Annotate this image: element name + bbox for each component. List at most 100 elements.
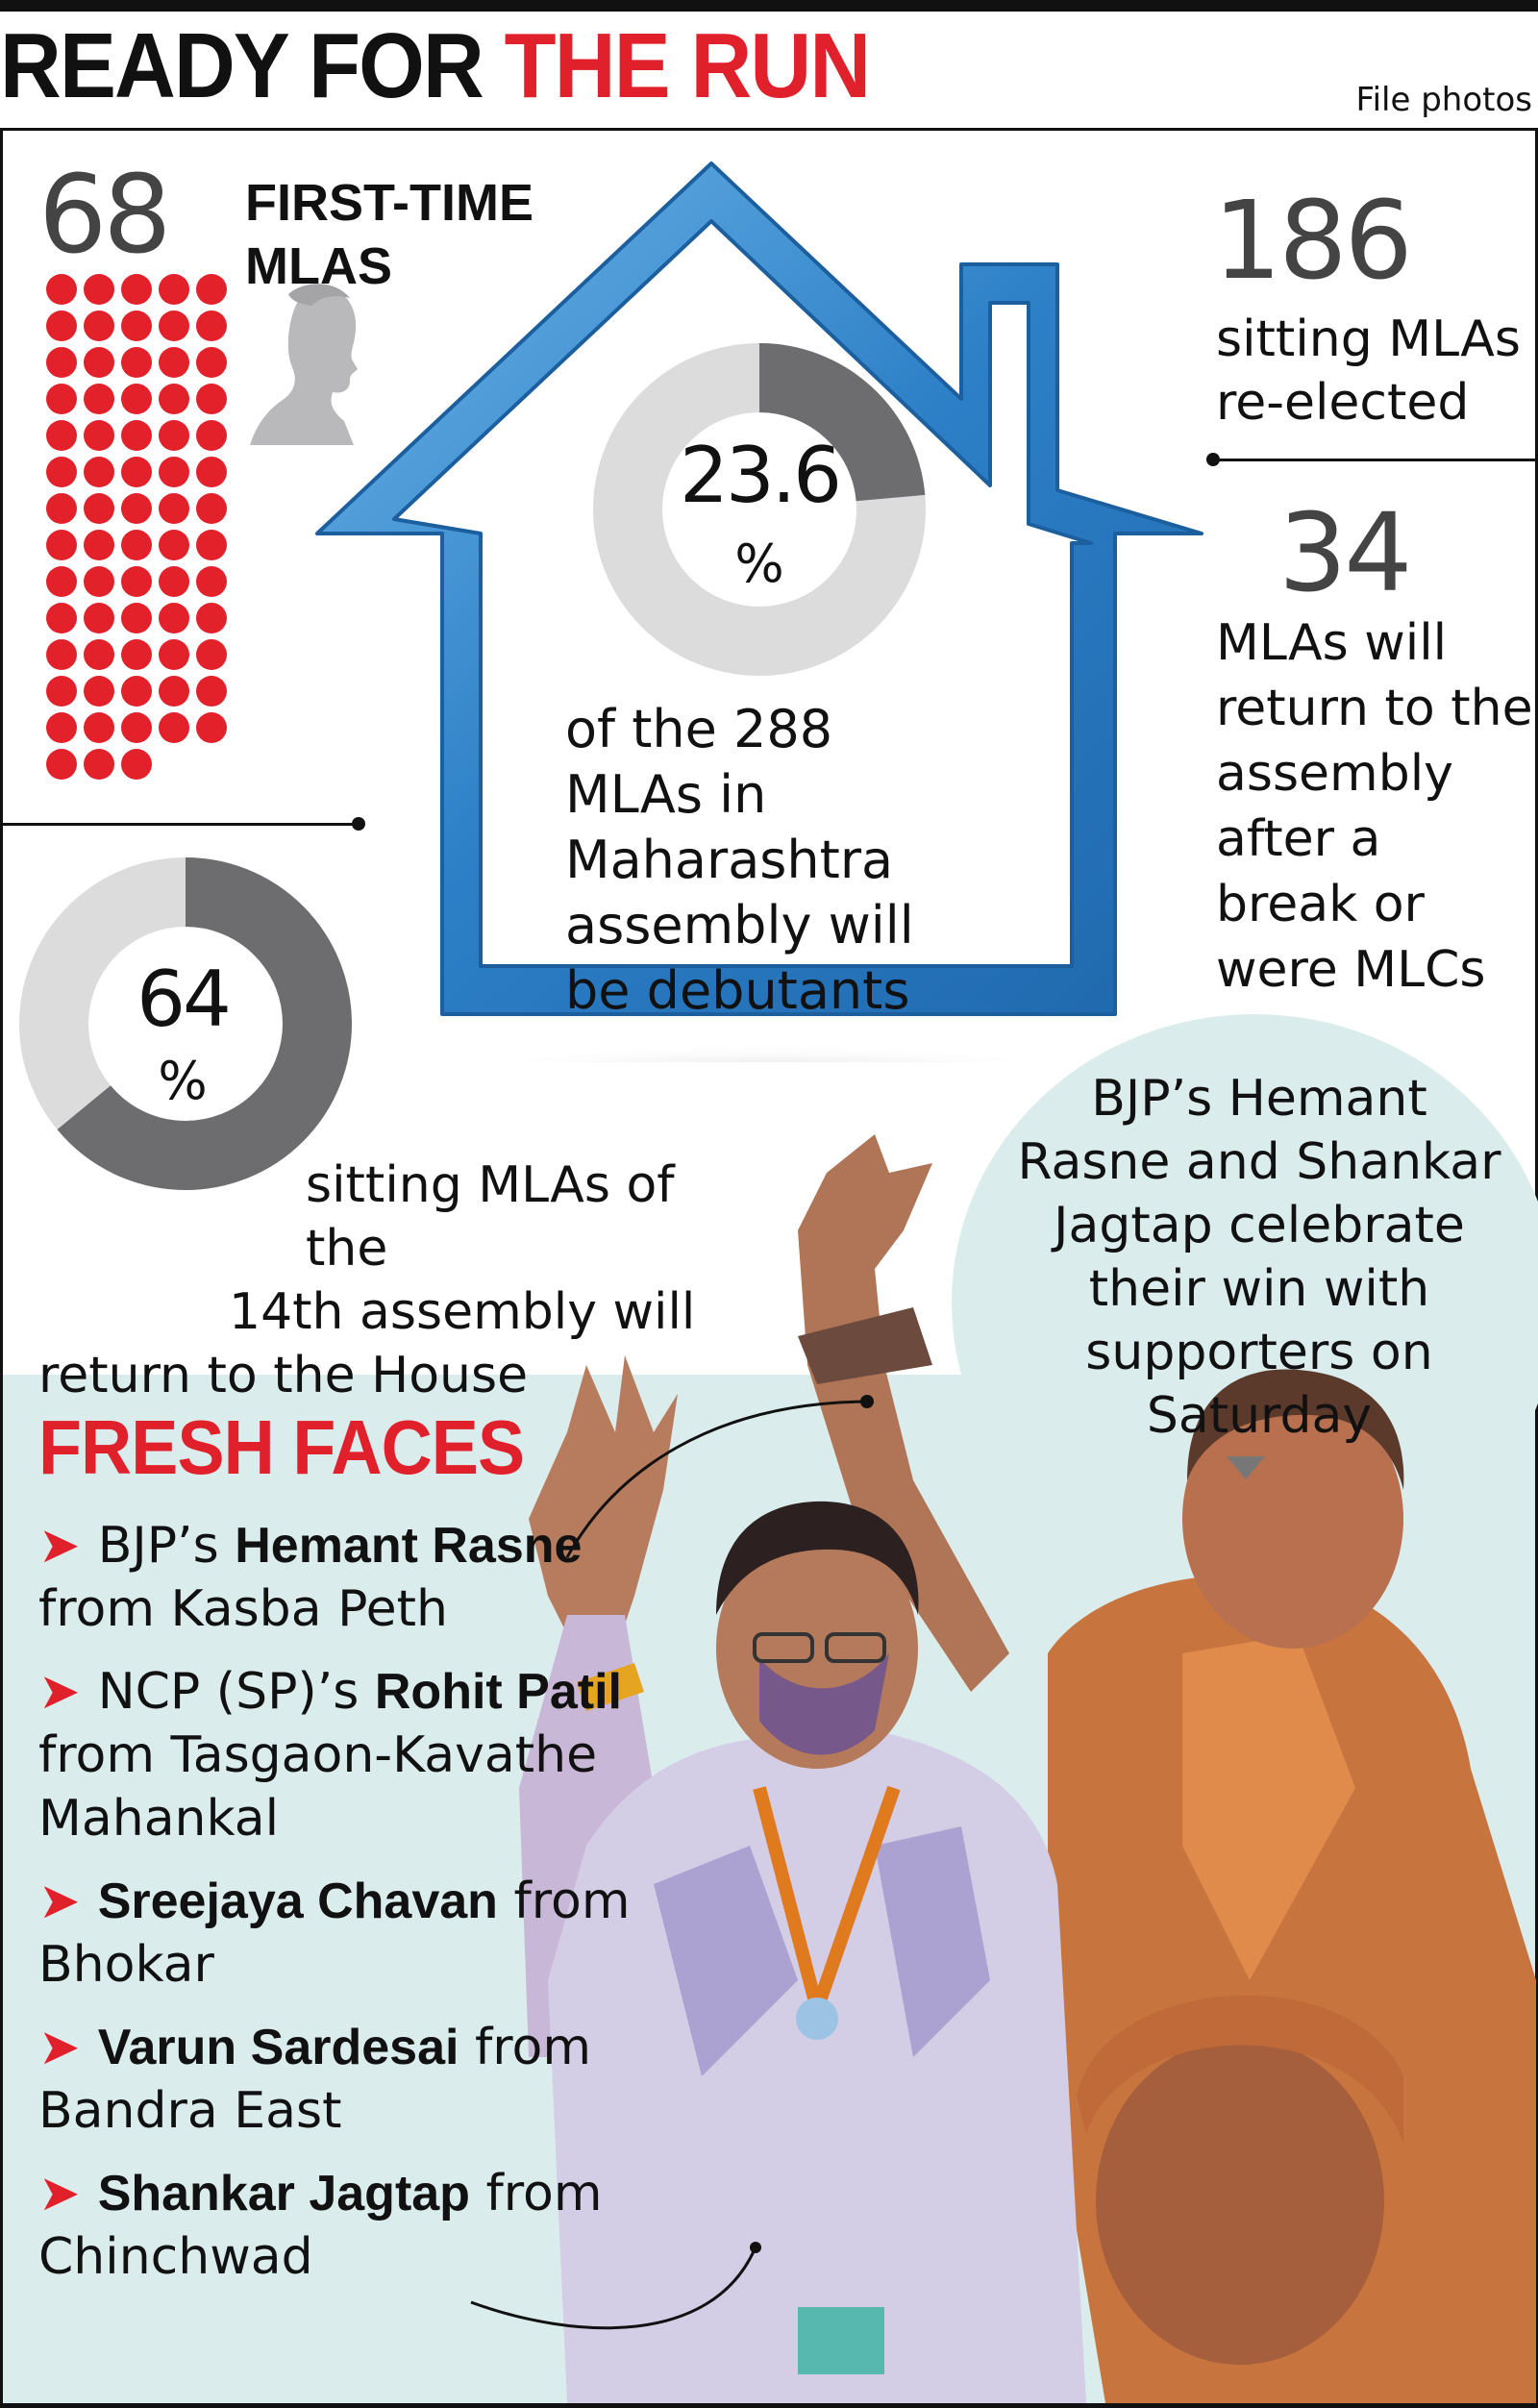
left-divider-dot [352, 817, 365, 831]
debutant-percent-sign: % [734, 534, 784, 594]
first-time-dot [84, 749, 114, 780]
fresh-face-item: ➤ BJP’s Hemant Rasne from Kasba Peth [38, 1514, 634, 1641]
debutant-percent: 23.6 [679, 431, 842, 520]
fresh-face-constituency: from Bandra East [38, 2019, 591, 2140]
first-time-dot [46, 603, 77, 633]
first-time-dot [46, 347, 77, 378]
first-time-dot [121, 347, 152, 378]
first-time-dot-grid [46, 274, 238, 783]
reelected-count: 186 [1213, 179, 1413, 304]
first-time-dot [159, 676, 189, 707]
first-time-dot [46, 274, 77, 305]
first-time-dot [159, 639, 189, 670]
person-silhouette-icon [250, 284, 358, 445]
first-time-dot [121, 603, 152, 633]
fresh-face-constituency: from Kasba Peth [38, 1580, 448, 1638]
first-time-count: 68 [38, 153, 172, 278]
photo-credit: File photos [1355, 81, 1532, 119]
left-divider [0, 823, 356, 826]
first-time-dot [196, 274, 227, 305]
right-divider [1213, 459, 1538, 461]
first-time-dot [84, 384, 114, 414]
first-time-label: FIRST-TIME MLAS [245, 174, 533, 295]
first-time-dot [196, 603, 227, 633]
first-time-dot [46, 712, 77, 743]
first-time-dot [46, 530, 77, 560]
first-time-dot [159, 566, 189, 597]
first-time-dot [159, 493, 189, 524]
fresh-face-item: ➤ Varun Sardesai from Bandra East [38, 2016, 634, 2143]
first-time-dot [196, 384, 227, 414]
fresh-face-name: Shankar Jagtap [97, 2166, 470, 2222]
returning-count: 34 [1278, 491, 1413, 616]
first-time-dot [84, 457, 114, 487]
first-time-dot [159, 310, 189, 341]
caption-connector [565, 1395, 874, 1558]
first-time-dot [196, 420, 227, 451]
left-border [0, 130, 3, 2408]
first-time-dot [46, 457, 77, 487]
fresh-face-constituency: from Chinchwad [38, 2165, 603, 2286]
first-time-dot [121, 420, 152, 451]
fresh-face-constituency: from Tasgaon-Kavathe Mahankal [38, 1726, 598, 1848]
fresh-face-constituency: from Bhokar [38, 1873, 631, 1994]
first-time-dot [46, 639, 77, 670]
first-time-dot [84, 639, 114, 670]
first-time-dot [46, 420, 77, 451]
sitting-percent-sign: % [158, 1051, 208, 1111]
first-time-dot [121, 639, 152, 670]
house-outline [315, 161, 1203, 1062]
first-time-dot [84, 566, 114, 597]
fresh-faces-list: ➤ BJP’s Hemant Rasne from Kasba Peth ➤ NC… [38, 1514, 634, 2308]
fresh-face-item: ➤ Sreejaya Chavan from Bhokar [38, 1870, 634, 1997]
celebration-photo [519, 1134, 1536, 2403]
first-time-dot [121, 274, 152, 305]
reelected-label: sitting MLAs re-elected [1216, 310, 1521, 432]
first-time-dot [46, 749, 77, 780]
first-time-dot [46, 384, 77, 414]
first-time-dot [121, 493, 152, 524]
fresh-face-party: BJP’s [97, 1517, 236, 1575]
header-divider [0, 128, 1538, 131]
debutant-description: of the 288 MLAs in Maharashtra assembly … [565, 699, 914, 1021]
first-time-dot [196, 566, 227, 597]
caption-pointer-icon [1227, 1456, 1265, 1479]
first-time-dot [196, 639, 227, 670]
first-time-dot [121, 530, 152, 560]
first-time-dot [121, 566, 152, 597]
photo-caption: BJP’s Hemant Rasne and Shankar Jagtap ce… [1017, 1070, 1501, 1445]
first-time-dot [46, 493, 77, 524]
debutant-donut-value [593, 343, 926, 676]
first-time-dot [121, 310, 152, 341]
arrow-icon: ➤ [38, 2019, 98, 2076]
sitting-description-line3: return to the House [38, 1347, 529, 1404]
first-time-dot [84, 310, 114, 341]
first-time-dot [84, 347, 114, 378]
sitting-donut-value [19, 857, 352, 1190]
first-time-dot [159, 347, 189, 378]
first-time-dot [84, 712, 114, 743]
first-time-dot [121, 384, 152, 414]
sitting-description: sitting MLAs of the 14th assembly will r… [38, 1154, 769, 1407]
fresh-faces-title: FRESH FACES [38, 1404, 525, 1490]
first-time-dot [84, 603, 114, 633]
first-time-dot [159, 457, 189, 487]
first-time-dot [159, 712, 189, 743]
fresh-face-name: Rohit Patil [374, 1664, 622, 1720]
first-time-dot [84, 676, 114, 707]
first-time-dot [159, 603, 189, 633]
first-time-dot [84, 493, 114, 524]
fresh-face-name: Sreejaya Chavan [97, 1874, 498, 1929]
arrow-icon: ➤ [38, 1873, 98, 1930]
sitting-percent: 64 [136, 955, 232, 1044]
first-time-dot [159, 530, 189, 560]
fresh-face-name: Hemant Rasne [235, 1518, 583, 1574]
first-time-dot [196, 712, 227, 743]
first-time-dot [196, 347, 227, 378]
first-time-dot [196, 457, 227, 487]
first-time-dot [196, 530, 227, 560]
first-time-dot [121, 457, 152, 487]
right-divider-dot [1206, 453, 1220, 466]
top-rule [0, 0, 1538, 12]
sitting-donut [19, 857, 352, 1190]
